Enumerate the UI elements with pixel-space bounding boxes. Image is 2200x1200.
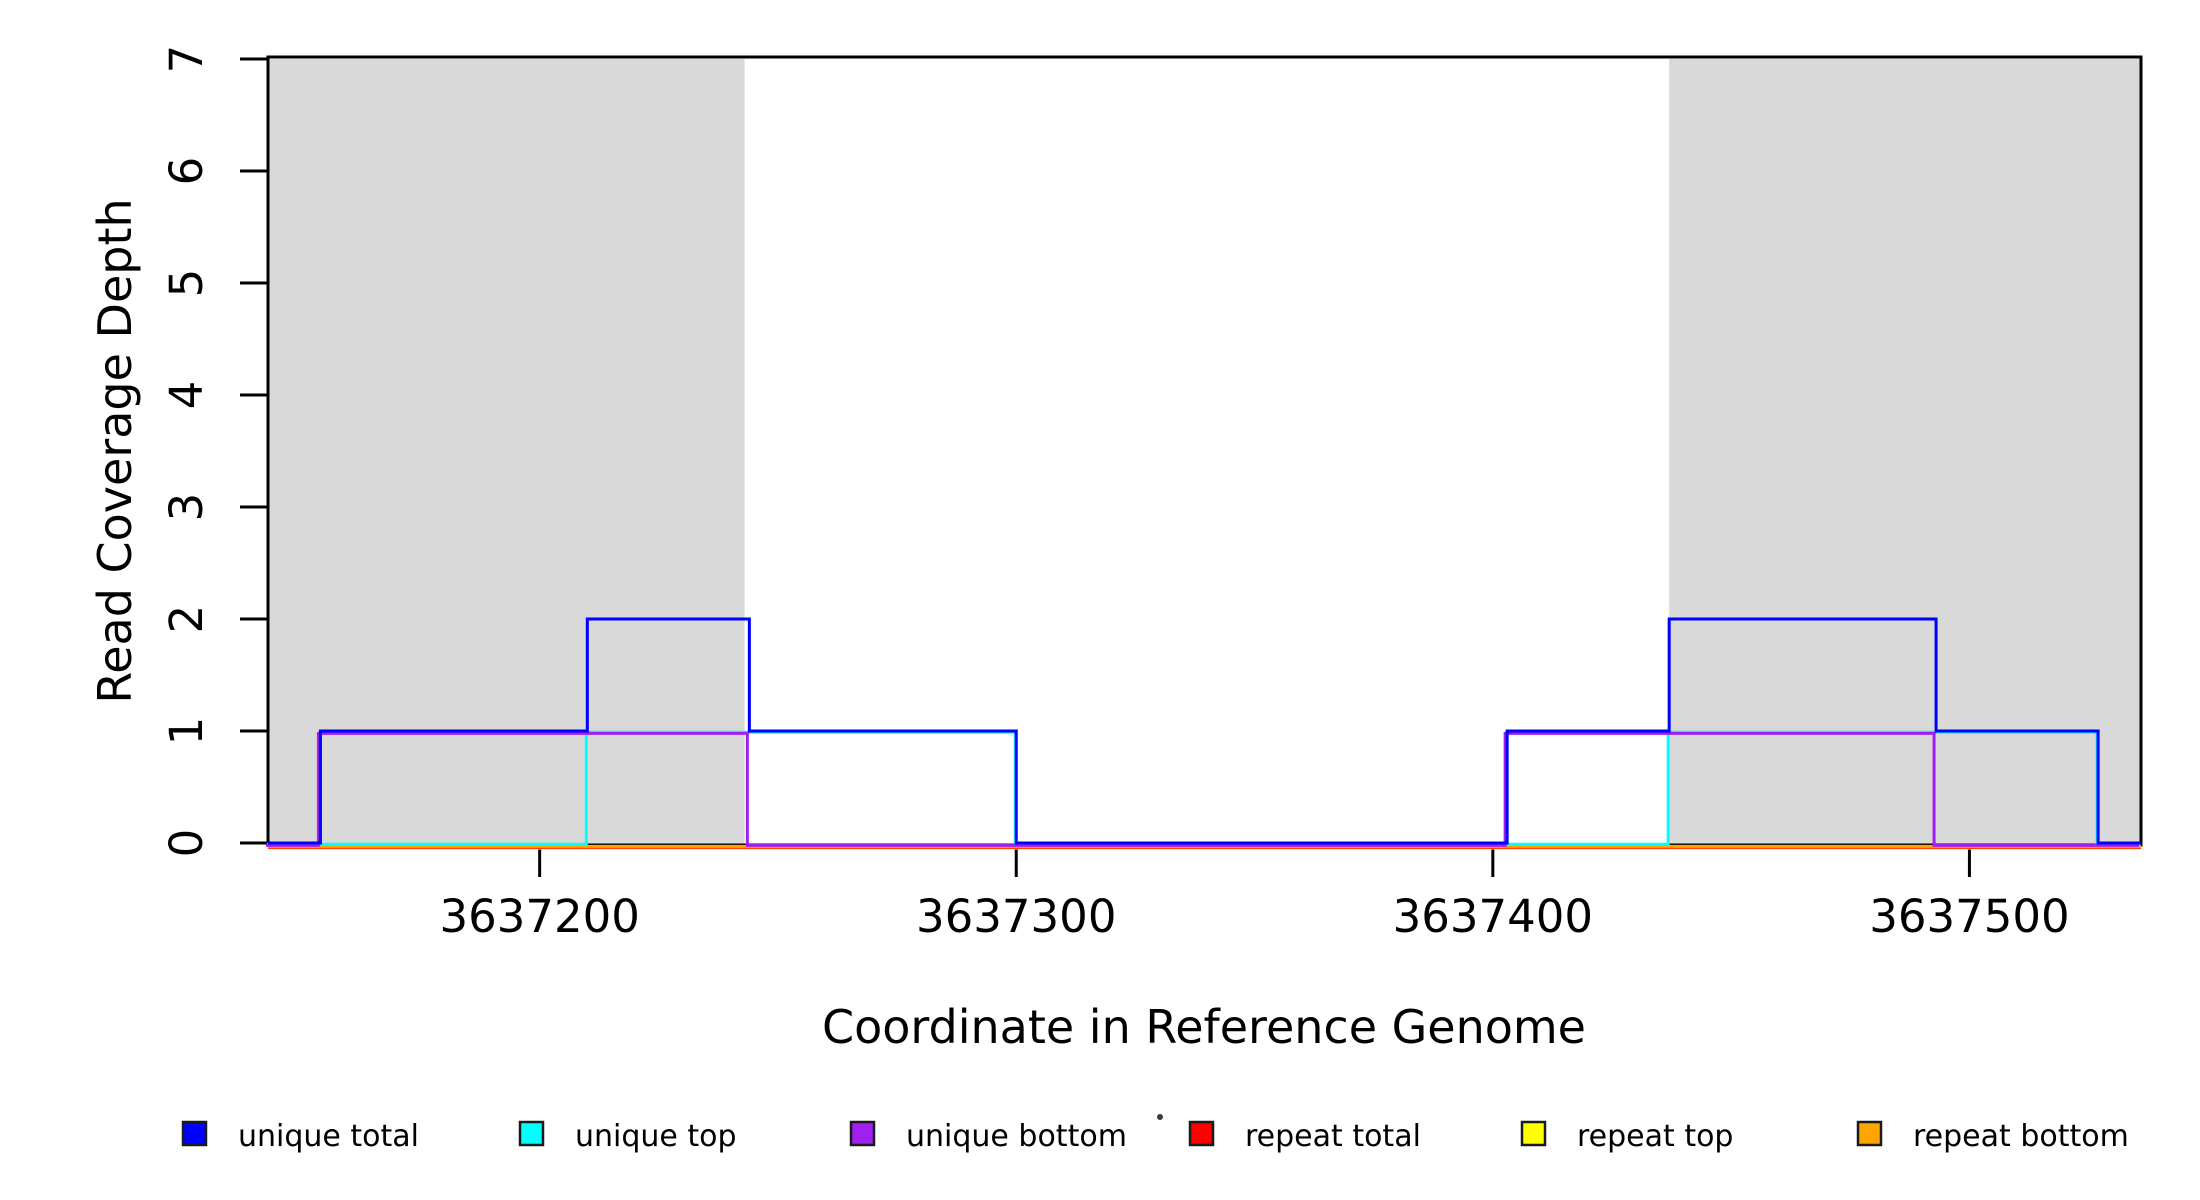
x-tick-label: 3637400 [1393,890,1593,943]
series-line-unique-bottom [266,731,2139,847]
legend-label-unique-top: unique top [575,1119,737,1154]
x-axis-title: Coordinate in Reference Genome [822,1000,1586,1054]
y-tick-label: 6 [160,157,213,186]
x-tick-label: 3637300 [916,890,1116,943]
y-axis-ticks: 0 1 2 3 4 5 6 7 [160,45,268,858]
legend-label-unique-total: unique total [238,1119,419,1154]
legend-swatch-repeat-total [1188,1120,1215,1147]
y-axis-title: Read Coverage Depth [88,198,142,703]
legend-swatch-unique-bottom [849,1120,876,1147]
legend-swatch-repeat-bottom [1856,1120,1883,1147]
legend-label-repeat-total: repeat total [1245,1119,1421,1154]
x-tick-label: 3637200 [439,890,639,943]
y-tick-label: 7 [160,45,213,74]
legend-label-repeat-top: repeat top [1577,1119,1733,1154]
y-tick-label: 1 [160,717,213,746]
y-tick-label: 3 [160,493,213,522]
stray-dot [1157,1114,1163,1120]
series-line-unique-total [268,617,2141,845]
x-tick-label: 3637500 [1869,890,2069,943]
shaded-regions [268,59,2141,844]
legend-label-repeat-bottom: repeat bottom [1913,1119,2129,1154]
repeat-region-right [1669,59,2141,844]
legend-swatch-unique-total [181,1120,208,1147]
y-tick-label: 0 [160,829,213,858]
y-tick-label: 5 [160,269,213,298]
x-axis-ticks: 3637200 3637300 3637400 3637500 [439,845,2070,943]
y-tick-label: 4 [160,381,213,410]
legend-label-unique-bottom: unique bottom [906,1119,1127,1154]
y-tick-label: 2 [160,605,213,634]
legend-swatch-unique-top [518,1120,545,1147]
legend: unique total unique top unique bottom repea… [181,1119,2129,1154]
legend-swatch-repeat-top [1520,1120,1547,1147]
repeat-region-left [268,59,745,844]
series-lines [266,617,2141,850]
